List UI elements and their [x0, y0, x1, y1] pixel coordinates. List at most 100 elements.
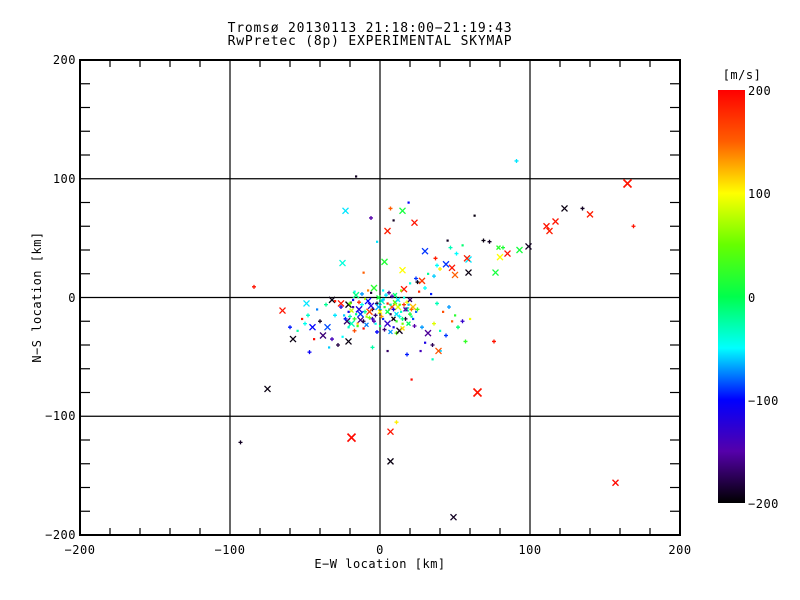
scatter-point-x: [391, 316, 396, 322]
scatter-point-x: [279, 307, 286, 315]
scatter-point-dot: [352, 298, 355, 302]
scatter-point-dot: [389, 313, 392, 316]
scatter-point-x: [421, 247, 429, 255]
scatter-point-x: [552, 218, 559, 225]
scatter-point-x: [345, 337, 352, 345]
scatter-point-x: [342, 207, 349, 215]
scatter-point-plus: [388, 206, 393, 211]
scatter-point-x: [561, 204, 568, 212]
scatter-point-x: [376, 295, 381, 300]
scatter-point-plus: [408, 312, 412, 317]
scatter-point-dot: [401, 322, 404, 325]
colorbar-tick-label: 0: [748, 290, 756, 305]
scatter-point-plus: [324, 302, 328, 307]
scatter-point-x: [465, 269, 472, 277]
scatter-point-x: [349, 308, 354, 314]
scatter-point-x: [348, 320, 355, 328]
scatter-point-x: [411, 219, 418, 227]
scatter-point-plus: [414, 276, 418, 281]
plot-frame: [79, 59, 681, 536]
scatter-point-plus: [394, 420, 399, 425]
scatter-point-plus: [487, 239, 492, 244]
scatter-point-x: [435, 347, 442, 355]
scatter-point-x: [355, 305, 363, 313]
scatter-point-plus: [373, 313, 378, 318]
scatter-point-x: [387, 428, 394, 436]
scatter-point-plus: [375, 329, 379, 334]
plot-subtitle: RwPretec (8p) EXPERIMENTAL SKYMAP: [227, 34, 513, 49]
scatter-point-dot: [316, 308, 319, 311]
colorbar-gradient: [718, 90, 745, 503]
scatter-point-plus: [402, 302, 406, 307]
scatter-point-dot: [400, 289, 403, 292]
scatter-point-x: [388, 329, 393, 335]
scatter-point-dot: [362, 327, 365, 330]
scatter-point-plus: [367, 315, 372, 320]
scatter-point-plus: [306, 313, 310, 318]
scatter-point-plus: [448, 245, 453, 250]
scatter-point-plus: [370, 316, 375, 321]
scatter-point-dot: [352, 306, 355, 309]
scatter-point-x: [319, 332, 327, 339]
scatter-point-x: [612, 479, 619, 487]
scatter-point-plus: [400, 316, 405, 321]
scatter-point-dot: [415, 310, 418, 313]
scatter-point-plus: [447, 305, 451, 309]
scatter-point-dot: [362, 271, 365, 274]
scatter-point-dot: [296, 329, 299, 332]
scatter-point-dot: [407, 201, 410, 204]
scatter-point-plus: [454, 251, 459, 256]
scatter-point-x: [496, 245, 501, 251]
scatter-point-dot: [400, 310, 403, 313]
scatter-point-x: [516, 246, 523, 254]
scatter-point-plus: [318, 319, 322, 324]
scatter-point-plus: [352, 328, 357, 333]
scatter-point-x: [364, 322, 369, 328]
scatter-point-plus: [514, 158, 519, 163]
scatter-point-plus: [412, 324, 417, 328]
scatter-point-x: [403, 306, 408, 312]
scatter-point-plus: [238, 440, 243, 445]
scatter-point-dot: [410, 315, 413, 318]
scatter-point-dot: [383, 306, 386, 309]
scatter-point-dot: [367, 289, 370, 292]
scatter-point-dot: [328, 346, 331, 349]
y-tick-label: 200: [52, 53, 76, 67]
scatter-point-x: [357, 310, 364, 318]
scatter-point-dot: [418, 290, 421, 293]
scatter-point-x: [448, 264, 456, 272]
scatter-point-dot: [355, 175, 358, 178]
scatter-point-plus: [330, 337, 334, 342]
scatter-point-plus: [435, 301, 439, 306]
scatter-point-plus: [631, 224, 636, 229]
scatter-point-plus: [463, 339, 468, 344]
scatter-point-plus: [333, 313, 337, 318]
scatter-point-dot: [355, 313, 358, 316]
scatter-point-plus: [303, 321, 307, 326]
scatter-point-x: [357, 316, 364, 324]
scatter-point-x: [367, 302, 375, 310]
scatter-point-plus: [430, 343, 435, 347]
scatter-point-x: [492, 269, 499, 277]
scatter-point-plus: [336, 343, 340, 347]
scatter-point-x: [586, 210, 594, 218]
scatter-point-x: [424, 329, 432, 337]
scatter-point-dot: [473, 214, 476, 217]
scatter-point-dot: [370, 291, 373, 294]
scatter-point-x: [324, 323, 331, 331]
x-tick-label: −200: [64, 543, 96, 557]
scatter-point-x: [418, 277, 426, 285]
scatter-point-plus: [370, 345, 375, 350]
scatter-point-dot: [347, 310, 350, 313]
scatter-point-plus: [369, 215, 373, 220]
scatter-point-x: [303, 299, 310, 307]
scatter-point-plus: [435, 263, 439, 268]
scatter-point-plus: [409, 307, 414, 312]
scatter-point-plus: [339, 305, 343, 309]
scatter-point-dot: [341, 335, 344, 338]
scatter-point-plus: [348, 314, 352, 319]
scatter-point-dot: [356, 325, 359, 328]
scatter-point-x: [399, 266, 406, 274]
scatter-point-plus: [433, 256, 438, 261]
